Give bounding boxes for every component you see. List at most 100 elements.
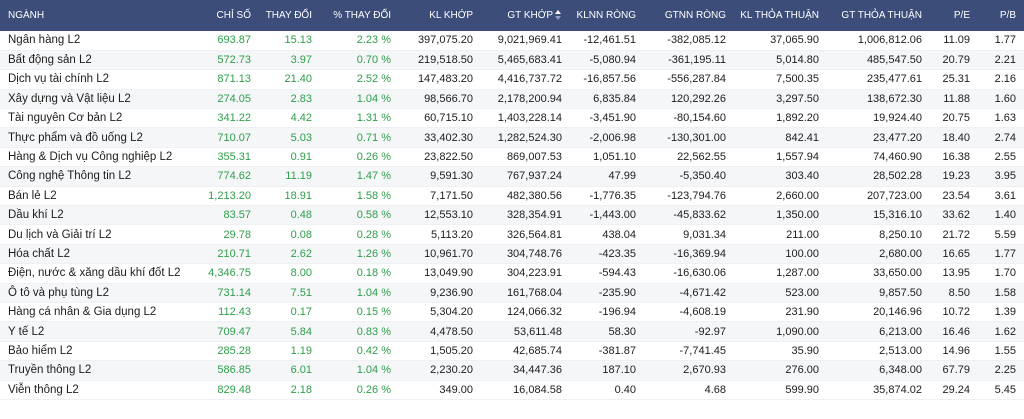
header-pb[interactable]: P/B <box>999 10 1016 21</box>
cell-sector[interactable]: Hàng & Dịch vụ Công nghiệp L2 <box>0 147 200 168</box>
cell-kl-khop: 60,715.10 <box>399 108 481 129</box>
cell-gtnn-rong: -80,154.60 <box>644 108 734 129</box>
table-row[interactable]: Viễn thông L2 829.48 2.18 0.26 % 349.00 16,08… <box>0 380 1024 400</box>
table-row[interactable]: Truyền thông L2 586.85 6.01 1.04 % 2,230.20 3… <box>0 360 1024 381</box>
table-row[interactable]: Dầu khí L2 83.57 0.48 0.58 % 12,553.10 328,35… <box>0 205 1024 226</box>
header-sector[interactable]: NGÀNH <box>8 10 45 21</box>
table-row[interactable]: Bảo hiểm L2 285.28 1.19 0.42 % 1,505.20 42,68… <box>0 341 1024 362</box>
table-row[interactable]: Thực phẩm và đồ uống L2 710.07 5.03 0.71 % 3… <box>0 127 1024 148</box>
cell-kl-thoa-thuan: 7,500.35 <box>734 69 827 90</box>
cell-klnn-rong: 1,051.10 <box>570 147 644 168</box>
header-kl-thoa-thuan[interactable]: KL THỎA THUẬN <box>740 10 819 21</box>
table-row[interactable]: Điện, nước & xăng dầu khí đốt L2 4,346.75… <box>0 263 1024 284</box>
cell-change: 2.62 <box>259 244 320 265</box>
cell-pb: 1.77 <box>978 244 1024 265</box>
table-row[interactable]: Dịch vụ tài chính L2 871.13 21.40 2.52 % 147… <box>0 69 1024 90</box>
cell-gtnn-rong: 120,292.26 <box>644 89 734 110</box>
cell-kl-khop: 397,075.20 <box>399 31 481 51</box>
cell-pe: 25.31 <box>930 69 978 90</box>
cell-sector[interactable]: Công nghệ Thông tin L2 <box>0 166 200 187</box>
table-row[interactable]: Công nghệ Thông tin L2 774.62 11.19 1.47 % 9… <box>0 166 1024 187</box>
cell-sector[interactable]: Xây dựng và Vật liệu L2 <box>0 89 200 110</box>
cell-gt-khop: 16,084.58 <box>481 380 570 400</box>
cell-sector[interactable]: Bán lẻ L2 <box>0 186 200 207</box>
header-pe[interactable]: P/E <box>953 10 970 21</box>
cell-sector[interactable]: Hóa chất L2 <box>0 244 200 265</box>
cell-gt-khop: 326,564.81 <box>481 224 570 245</box>
cell-kl-khop: 5,113.20 <box>399 224 481 245</box>
cell-klnn-rong: -3,451.90 <box>570 108 644 129</box>
cell-sector[interactable]: Thực phẩm và đồ uống L2 <box>0 127 200 148</box>
cell-gt-thoa-thuan: 6,348.00 <box>827 360 930 381</box>
cell-sector[interactable]: Tài nguyên Cơ bản L2 <box>0 108 200 129</box>
header-gt-khop[interactable]: GT KHỚP <box>481 0 570 31</box>
cell-gtnn-rong: -556,287.84 <box>644 69 734 90</box>
header-change[interactable]: THAY ĐỔI <box>265 10 312 21</box>
table-row[interactable]: Hóa chất L2 210.71 2.62 1.26 % 10,961.70 304,… <box>0 244 1024 265</box>
table-row[interactable]: Tài nguyên Cơ bản L2 341.22 4.42 1.31 % 60,7… <box>0 108 1024 129</box>
cell-sector[interactable]: Ngân hàng L2 <box>0 31 200 51</box>
cell-sector[interactable]: Bất động sản L2 <box>0 50 200 71</box>
cell-pct-change: 0.28 % <box>320 224 399 245</box>
cell-pe: 33.62 <box>930 205 978 226</box>
cell-change: 1.19 <box>259 341 320 362</box>
table-row[interactable]: Du lịch và Giải trí L2 29.78 0.08 0.28 % 5,1… <box>0 224 1024 245</box>
sort-icon[interactable] <box>555 10 562 21</box>
cell-index: 274.05 <box>200 89 259 110</box>
cell-gt-thoa-thuan: 74,460.90 <box>827 147 930 168</box>
cell-gt-thoa-thuan: 2,680.00 <box>827 244 930 265</box>
cell-index: 710.07 <box>200 127 259 148</box>
cell-gt-khop: 9,021,969.41 <box>481 31 570 51</box>
table-body: Ngân hàng L2 693.87 15.13 2.23 % 397,075.20 9… <box>0 31 1024 400</box>
header-gt-thoa-thuan[interactable]: GT THỎA THUẬN <box>841 10 922 21</box>
cell-gtnn-rong: -45,833.62 <box>644 205 734 226</box>
cell-index: 572.73 <box>200 50 259 71</box>
table-row[interactable]: Bán lẻ L2 1,213.20 18.91 1.58 % 7,171.50 482,… <box>0 186 1024 207</box>
cell-pb: 2.25 <box>978 360 1024 381</box>
cell-index: 871.13 <box>200 69 259 90</box>
table-row[interactable]: Ngân hàng L2 693.87 15.13 2.23 % 397,075.20 9… <box>0 31 1024 51</box>
cell-gt-khop: 869,007.53 <box>481 147 570 168</box>
cell-kl-thoa-thuan: 211.00 <box>734 224 827 245</box>
table-row[interactable]: Ô tô và phụ tùng L2 731.14 7.51 1.04 % 9,236… <box>0 283 1024 303</box>
cell-change: 6.01 <box>259 360 320 381</box>
table-row[interactable]: Hàng cá nhân & Gia dụng L2 112.43 0.17 0.15… <box>0 302 1024 323</box>
cell-index: 83.57 <box>200 205 259 226</box>
table-row[interactable]: Bất động sản L2 572.73 3.97 0.70 % 219,518.5… <box>0 50 1024 71</box>
cell-sector[interactable]: Y tế L2 <box>0 321 200 342</box>
table-row[interactable]: Hàng & Dịch vụ Công nghiệp L2 355.31 0.91 0… <box>0 147 1024 168</box>
cell-change: 18.91 <box>259 186 320 207</box>
cell-sector[interactable]: Điện, nước & xăng dầu khí đốt L2 <box>0 263 200 284</box>
cell-kl-thoa-thuan: 523.00 <box>734 283 827 303</box>
cell-pct-change: 2.23 % <box>320 31 399 51</box>
cell-kl-thoa-thuan: 3,297.50 <box>734 89 827 110</box>
table-row[interactable]: Xây dựng và Vật liệu L2 274.05 2.83 1.04 % 9… <box>0 89 1024 110</box>
cell-sector[interactable]: Dầu khí L2 <box>0 205 200 226</box>
cell-sector[interactable]: Hàng cá nhân & Gia dụng L2 <box>0 302 200 323</box>
header-gtnn-rong[interactable]: GTNN RÒNG <box>664 10 726 21</box>
cell-change: 2.18 <box>259 380 320 400</box>
cell-gt-khop: 124,066.32 <box>481 302 570 323</box>
cell-gtnn-rong: 22,562.55 <box>644 147 734 168</box>
header-pct-change[interactable]: % THAY ĐỔI <box>333 10 391 21</box>
header-klnn-rong[interactable]: KLNN RÒNG <box>576 10 636 21</box>
cell-sector[interactable]: Truyền thông L2 <box>0 360 200 381</box>
cell-sector[interactable]: Dịch vụ tài chính L2 <box>0 69 200 90</box>
cell-change: 5.03 <box>259 127 320 148</box>
cell-kl-thoa-thuan: 1,350.00 <box>734 205 827 226</box>
cell-pe: 13.95 <box>930 263 978 284</box>
cell-sector[interactable]: Bảo hiểm L2 <box>0 341 200 362</box>
table-row[interactable]: Y tế L2 709.47 5.84 0.83 % 4,478.50 53,611.48… <box>0 321 1024 342</box>
cell-sector[interactable]: Ô tô và phụ tùng L2 <box>0 283 200 303</box>
cell-gt-khop: 304,748.76 <box>481 244 570 265</box>
cell-index: 693.87 <box>200 31 259 51</box>
cell-sector[interactable]: Viễn thông L2 <box>0 380 200 400</box>
cell-pb: 1.39 <box>978 302 1024 323</box>
header-kl-khop[interactable]: KL KHỚP <box>429 10 473 21</box>
cell-gt-khop: 1,403,228.14 <box>481 108 570 129</box>
cell-pb: 2.21 <box>978 50 1024 71</box>
header-index[interactable]: CHỈ SỐ <box>216 10 251 21</box>
cell-kl-thoa-thuan: 37,065.90 <box>734 31 827 51</box>
cell-sector[interactable]: Du lịch và Giải trí L2 <box>0 224 200 245</box>
cell-pct-change: 0.26 % <box>320 380 399 400</box>
